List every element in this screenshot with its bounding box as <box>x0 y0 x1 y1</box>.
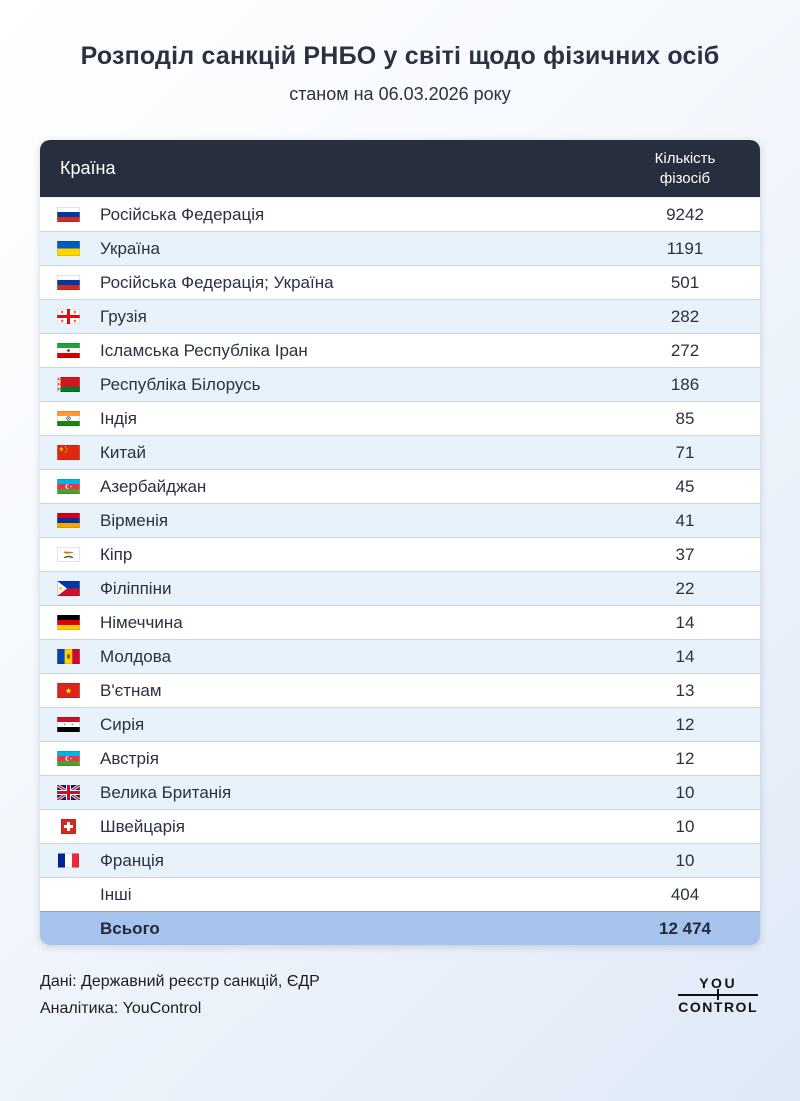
country-name: Вірменія <box>100 510 169 530</box>
table-row: Кіпр 37 <box>40 537 760 571</box>
table-row: Ісламська Республіка Іран 272 <box>40 333 760 367</box>
country-name: Китай <box>100 442 146 462</box>
ru-flag-icon <box>56 207 81 222</box>
am-flag-icon <box>56 513 81 528</box>
cy-flag-icon <box>56 547 81 562</box>
fr-flag-icon <box>56 853 81 868</box>
table-row: Азербайджан 45 <box>40 469 760 503</box>
country-count: 12 <box>675 714 695 734</box>
country-name: В'єтнам <box>100 680 162 700</box>
ph-flag-icon <box>56 581 81 596</box>
country-count: 404 <box>670 884 700 904</box>
country-count: 272 <box>670 340 700 360</box>
table-row: Вірменія 41 <box>40 503 760 537</box>
table-header: Країна Кількість фізосіб <box>40 140 760 197</box>
country-count: 14 <box>675 646 695 666</box>
country-name: Німеччина <box>100 612 183 632</box>
country-name: Філіппіни <box>100 578 172 598</box>
page-title: Розподіл санкцій РНБО у світі щодо фізич… <box>80 42 720 70</box>
country-name: Інші <box>100 884 132 904</box>
youcontrol-logo: YOU CONTROL <box>678 976 758 1014</box>
az-flag-icon <box>56 479 81 494</box>
country-count: 41 <box>675 510 695 530</box>
total-count: 12 474 <box>659 918 711 938</box>
table-row: Російська Федерація; Україна 501 <box>40 265 760 299</box>
country-count: 10 <box>675 816 695 836</box>
country-count: 85 <box>675 408 695 428</box>
in-flag-icon <box>56 411 81 426</box>
table-row: Велика Британія 10 <box>40 775 760 809</box>
table-row: Індія 85 <box>40 401 760 435</box>
table-row: Австрія 12 <box>40 741 760 775</box>
country-name: Російська Федерація; Україна <box>100 272 334 292</box>
country-name: Кіпр <box>100 544 133 564</box>
total-label: Всього <box>100 918 160 938</box>
de-flag-icon <box>56 615 81 630</box>
country-count: 9242 <box>666 204 704 224</box>
country-name: Сирія <box>100 714 145 734</box>
table-body: Російська Федерація 9242 Україна 1191 Ро… <box>40 197 760 911</box>
column-header-count: Кількість фізосіб <box>654 150 716 187</box>
country-count: 186 <box>670 374 700 394</box>
by-flag-icon <box>56 377 81 392</box>
table-row: Республіка Білорусь 186 <box>40 367 760 401</box>
footer: Дані: Державний реєстр санкцій, ЄДР Анал… <box>40 973 760 1018</box>
az-flag-icon <box>56 751 81 766</box>
country-name: Україна <box>100 238 160 258</box>
country-count: 282 <box>670 306 700 326</box>
country-count: 71 <box>675 442 695 462</box>
table-row: Німеччина 14 <box>40 605 760 639</box>
country-name: Франція <box>100 850 164 870</box>
country-count: 501 <box>670 272 700 292</box>
country-count: 10 <box>675 850 695 870</box>
country-name: Індія <box>100 408 138 428</box>
sy-flag-icon <box>56 717 81 732</box>
country-count: 10 <box>675 782 695 802</box>
ch-flag-icon <box>56 819 81 834</box>
total-row: Всього 12 474 <box>40 911 760 945</box>
ua-flag-icon <box>56 241 81 256</box>
gb-flag-icon <box>56 785 81 800</box>
country-name: Велика Британія <box>100 782 232 802</box>
country-count: 37 <box>675 544 695 564</box>
table-row: Грузія 282 <box>40 299 760 333</box>
sanctions-table: Країна Кількість фізосіб Російська Федер… <box>40 140 760 945</box>
table-row: Швейцарія 10 <box>40 809 760 843</box>
table-row: Російська Федерація 9242 <box>40 197 760 231</box>
table-row: Молдова 14 <box>40 639 760 673</box>
ge-flag-icon <box>56 309 81 324</box>
table-row: Україна 1191 <box>40 231 760 265</box>
country-name: Швейцарія <box>100 816 185 836</box>
table-row: Сирія 12 <box>40 707 760 741</box>
page-subtitle: станом на 06.03.2026 року <box>289 84 511 104</box>
country-name: Російська Федерація <box>100 204 265 224</box>
ir-flag-icon <box>56 343 81 358</box>
data-source-text: Дані: Державний реєстр санкцій, ЄДР <box>40 973 320 990</box>
country-name: Республіка Білорусь <box>100 374 261 394</box>
country-count: 1191 <box>666 238 704 258</box>
country-name: Молдова <box>100 646 172 666</box>
vn-flag-icon <box>56 683 81 698</box>
country-name: Австрія <box>100 748 159 768</box>
country-name: Грузія <box>100 306 147 326</box>
ru-flag-icon <box>56 275 81 290</box>
country-count: 12 <box>675 748 695 768</box>
country-count: 13 <box>675 680 695 700</box>
table-row: Франція 10 <box>40 843 760 877</box>
table-row: Філіппіни 22 <box>40 571 760 605</box>
country-count: 14 <box>675 612 695 632</box>
country-name: Ісламська Республіка Іран <box>100 340 308 360</box>
country-count: 22 <box>675 578 695 598</box>
logo-control-text: CONTROL <box>678 999 758 1015</box>
table-row: Інші 404 <box>40 877 760 911</box>
analytics-text: Аналітика: YouControl <box>40 1000 202 1017</box>
table-row: Китай 71 <box>40 435 760 469</box>
country-name: Азербайджан <box>100 476 207 496</box>
country-count: 45 <box>675 476 695 496</box>
table-row: В'єтнам 13 <box>40 673 760 707</box>
cn-flag-icon <box>56 445 81 460</box>
md-flag-icon <box>56 649 81 664</box>
logo-you-text: YOU <box>678 976 758 996</box>
column-header-country: Країна <box>60 158 116 178</box>
